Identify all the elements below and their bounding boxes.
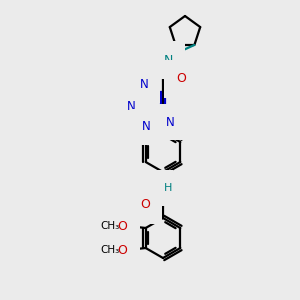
Text: N: N [153, 182, 161, 194]
Text: N: N [142, 121, 150, 134]
Text: O: O [118, 220, 128, 232]
Text: O: O [140, 199, 150, 212]
Text: H: H [156, 55, 164, 65]
Text: N: N [140, 79, 148, 92]
Text: CH₃: CH₃ [100, 221, 119, 231]
Text: N: N [127, 100, 135, 113]
Text: O: O [118, 244, 128, 256]
Text: N: N [166, 116, 174, 128]
Text: CH₃: CH₃ [100, 245, 119, 255]
Text: H: H [164, 183, 172, 193]
Text: O: O [176, 73, 186, 85]
Text: N: N [163, 53, 173, 67]
